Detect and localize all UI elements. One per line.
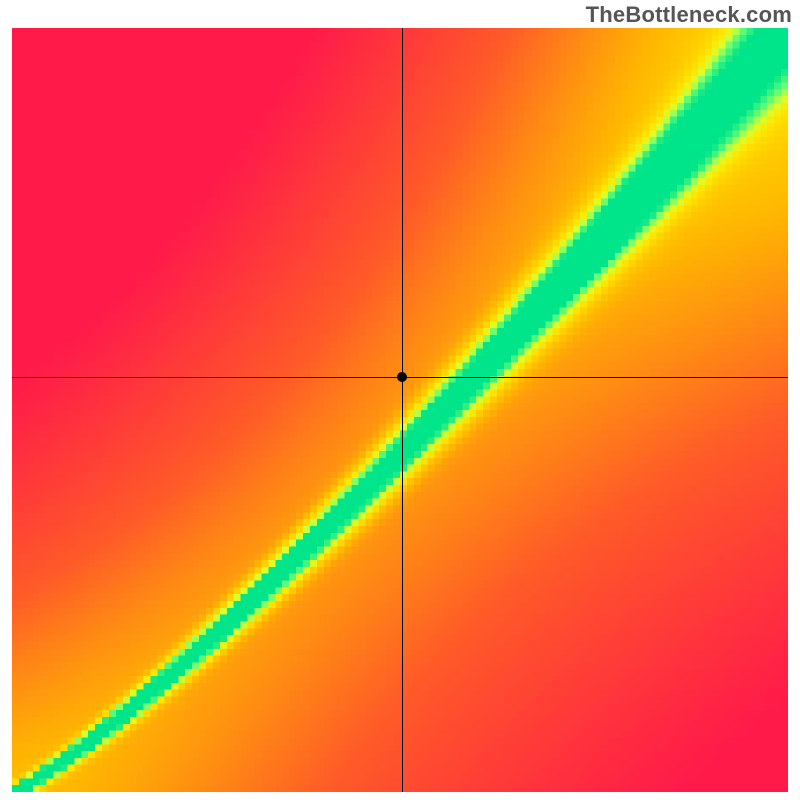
crosshair-vertical (402, 28, 403, 792)
marker-point (397, 372, 407, 382)
watermark-text: TheBottleneck.com (586, 2, 792, 28)
heatmap-canvas (12, 28, 788, 792)
bottleneck-heatmap (12, 28, 788, 792)
